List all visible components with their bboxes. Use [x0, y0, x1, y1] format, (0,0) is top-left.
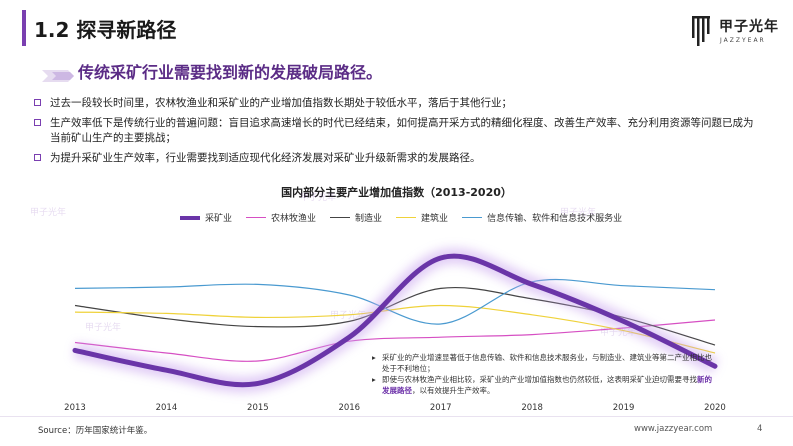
- page-number: 4: [757, 424, 763, 434]
- x-tick-label: 2017: [430, 403, 452, 413]
- x-tick-label: 2015: [247, 403, 269, 413]
- footer-divider: [0, 416, 793, 417]
- page-title: 1.2 探寻新路径: [34, 18, 177, 42]
- x-tick-label: 2014: [156, 403, 178, 413]
- watermark: 甲子光年: [560, 206, 596, 218]
- x-tick-label: 2018: [521, 403, 543, 413]
- title-accent-bar: [22, 10, 26, 46]
- chart-title: 国内部分主要产业增加值指数（2013-2020）: [281, 186, 512, 199]
- annotation-item: 采矿业的产业增速显著低于信息传输、软件和信息技术服务业，与制造业、建筑业等第二产…: [372, 352, 717, 374]
- annotation-text: 采矿业的产业增速显著低于信息传输、软件和信息技术服务业，与制造业、建筑业等第二产…: [382, 353, 712, 373]
- legend-item: 采矿业: [180, 211, 232, 224]
- legend-swatch: [246, 217, 267, 218]
- legend-swatch: [180, 215, 200, 220]
- source-note: Source：历年国家统计年鉴。: [38, 426, 153, 436]
- bullet-item: 为提升采矿业生产效率，行业需要找到适应现代化经济发展对采矿业升级新需求的发展路径…: [30, 151, 760, 166]
- legend-item: 信息传输、软件和信息技术服务业: [462, 211, 622, 224]
- watermark: 甲子光年: [85, 321, 121, 333]
- headline: 传统采矿行业需要找到新的发展破局路径。: [78, 63, 383, 82]
- legend-item: 制造业: [330, 211, 382, 224]
- legend-item: 农林牧渔业: [246, 211, 316, 224]
- legend-label: 制造业: [355, 214, 383, 224]
- x-tick-label: 2019: [613, 403, 635, 413]
- logo-subtext: JAZZYEAR: [720, 37, 766, 44]
- headline-arrow-icon: [42, 70, 74, 82]
- website-link[interactable]: www.jazzyear.com: [634, 424, 713, 434]
- annotation-emphasis: 新的发展路径: [382, 375, 712, 395]
- annotation-item: 即使与农林牧渔产业相比较，采矿业的产业增加值指数也仍然较低，这表明采矿业迫切需要…: [372, 374, 717, 396]
- legend-swatch: [330, 217, 351, 218]
- legend-swatch: [396, 217, 417, 218]
- chart-annotation: 采矿业的产业增速显著低于信息传输、软件和信息技术服务业，与制造业、建筑业等第二产…: [372, 352, 717, 396]
- legend-item: 建筑业: [396, 211, 448, 224]
- x-tick-label: 2016: [338, 403, 360, 413]
- logo-mark-icon: [692, 16, 710, 46]
- series-line: [74, 304, 716, 354]
- logo-text: 甲子光年: [719, 19, 779, 35]
- legend-label: 采矿业: [205, 214, 233, 224]
- series-line: [74, 278, 716, 325]
- legend-label: 建筑业: [421, 214, 449, 224]
- bullet-list: 过去一段较长时间里，农林牧渔业和采矿业的产业增加值指数长期处于较低水平，落后于其…: [30, 96, 760, 171]
- annotation-text: ，以有效提升生产效率。: [412, 386, 495, 395]
- series-line-mining: [72, 253, 718, 388]
- x-tick-label: 2013: [64, 403, 86, 413]
- watermark: 甲子光年: [30, 206, 66, 218]
- legend-swatch: [462, 217, 483, 218]
- legend-label: 农林牧渔业: [271, 214, 317, 224]
- watermark: 甲子光年: [300, 191, 336, 203]
- bullet-item: 过去一段较长时间里，农林牧渔业和采矿业的产业增加值指数长期处于较低水平，落后于其…: [30, 96, 760, 111]
- brand-logo: 甲子光年 JAZZYEAR: [691, 14, 781, 54]
- chart-legend: 采矿业 农林牧渔业 制造业 建筑业 信息传输、软件和信息技术服务业: [180, 211, 622, 224]
- x-tick-label: 2020: [704, 403, 726, 413]
- bullet-item: 生产效率低下是传统行业的普遍问题：盲目追求高速增长的时代已经结束，如何提高开采方…: [30, 116, 760, 146]
- legend-label: 信息传输、软件和信息技术服务业: [487, 214, 623, 224]
- annotation-text: 即使与农林牧渔产业相比较，采矿业的产业增加值指数也仍然较低，这表明采矿业迫切需要…: [382, 375, 697, 384]
